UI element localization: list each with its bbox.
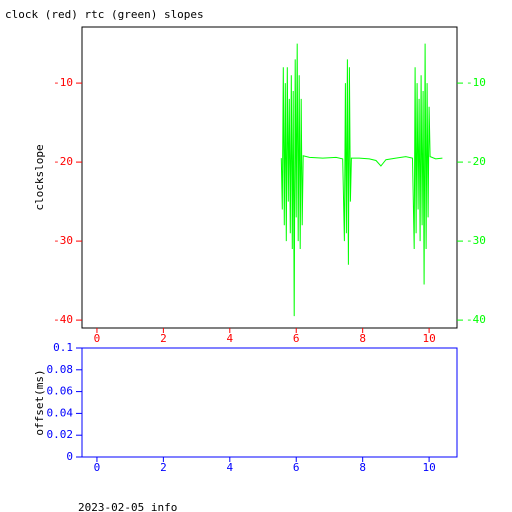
y-tick-label: 0.02: [47, 428, 74, 441]
y-tick-label: -30: [53, 234, 73, 247]
x-tick-label: 10: [422, 461, 435, 474]
y-axis-label: clockslope: [33, 144, 46, 210]
plot-frame: [81, 347, 458, 458]
footer: 2023-02-05 info: [78, 501, 177, 512]
x-tick-label: 8: [359, 461, 366, 474]
x-tick-label: 4: [226, 461, 233, 474]
y-tick-label: -20: [53, 155, 73, 168]
y2-tick-label: -20: [466, 155, 486, 168]
x-tick-label: 0: [94, 461, 101, 474]
x-tick-label: 6: [293, 461, 300, 474]
data-line: [280, 43, 443, 317]
chart-title: clock (red) rtc (green) slopes: [5, 8, 204, 21]
plot-frame: [81, 26, 458, 329]
x-tick-label: 2: [160, 332, 167, 345]
y-tick-label: -40: [53, 313, 73, 326]
x-tick-label: 0: [94, 332, 101, 345]
y-tick-label: 0.06: [47, 385, 74, 398]
x-tick-label: 2: [160, 461, 167, 474]
y-tick-label: -10: [53, 76, 73, 89]
y-tick-label: 0.08: [47, 363, 74, 376]
x-tick-label: 4: [226, 332, 233, 345]
y2-tick-label: -40: [466, 313, 486, 326]
x-tick-label: 10: [422, 332, 435, 345]
y-axis-label: offset(ms): [33, 369, 46, 435]
x-tick-label: 8: [359, 332, 366, 345]
y-tick-label: 0.04: [47, 406, 74, 419]
x-tick-label: 6: [293, 332, 300, 345]
y2-tick-label: -30: [466, 234, 486, 247]
y-tick-label: 0.1: [53, 341, 73, 354]
y-tick-label: 0: [66, 450, 73, 463]
y2-tick-label: -10: [466, 76, 486, 89]
